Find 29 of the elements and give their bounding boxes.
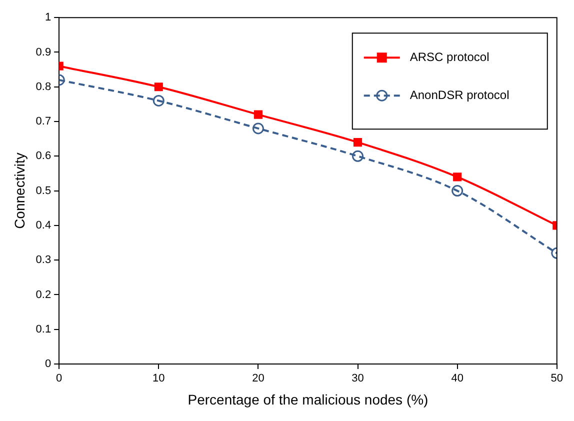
legend-label: AnonDSR protocol	[410, 88, 510, 102]
x-tick-label: 0	[56, 372, 62, 385]
point	[254, 110, 262, 119]
y-tick-label: 0.2	[36, 288, 52, 301]
point	[152, 94, 164, 106]
x-tick-label: 40	[451, 372, 464, 385]
x-tick-label: 10	[152, 372, 165, 385]
point	[453, 172, 462, 182]
point	[252, 122, 264, 134]
point	[353, 138, 362, 147]
y-tick-label: 0.9	[36, 46, 52, 58]
y-tick-label: 0.5	[36, 184, 52, 197]
y-tick-label: 0.7	[36, 116, 52, 128]
y-tick-label: 0.8	[36, 80, 52, 93]
y-tick-label: 0.3	[36, 254, 52, 266]
y-tick-label: 0	[44, 358, 52, 370]
x-tick-label: 50	[550, 372, 564, 385]
y-tick-label: 0.4	[36, 219, 52, 232]
y-tick-label: 1	[44, 12, 52, 24]
x-tick-label: 30	[352, 372, 364, 385]
point	[452, 185, 464, 197]
y-tick-label: 0.6	[36, 150, 52, 162]
x-axis-title: Percentage of the malicious nodes (%)	[188, 391, 428, 408]
y-tick-label: 0.1	[36, 323, 52, 336]
point	[154, 82, 163, 92]
x-tick-label: 20	[252, 372, 264, 385]
point	[352, 150, 364, 162]
legend-label: ARSC protocol	[410, 50, 490, 64]
y-axis-title: Connectivity	[11, 152, 28, 229]
